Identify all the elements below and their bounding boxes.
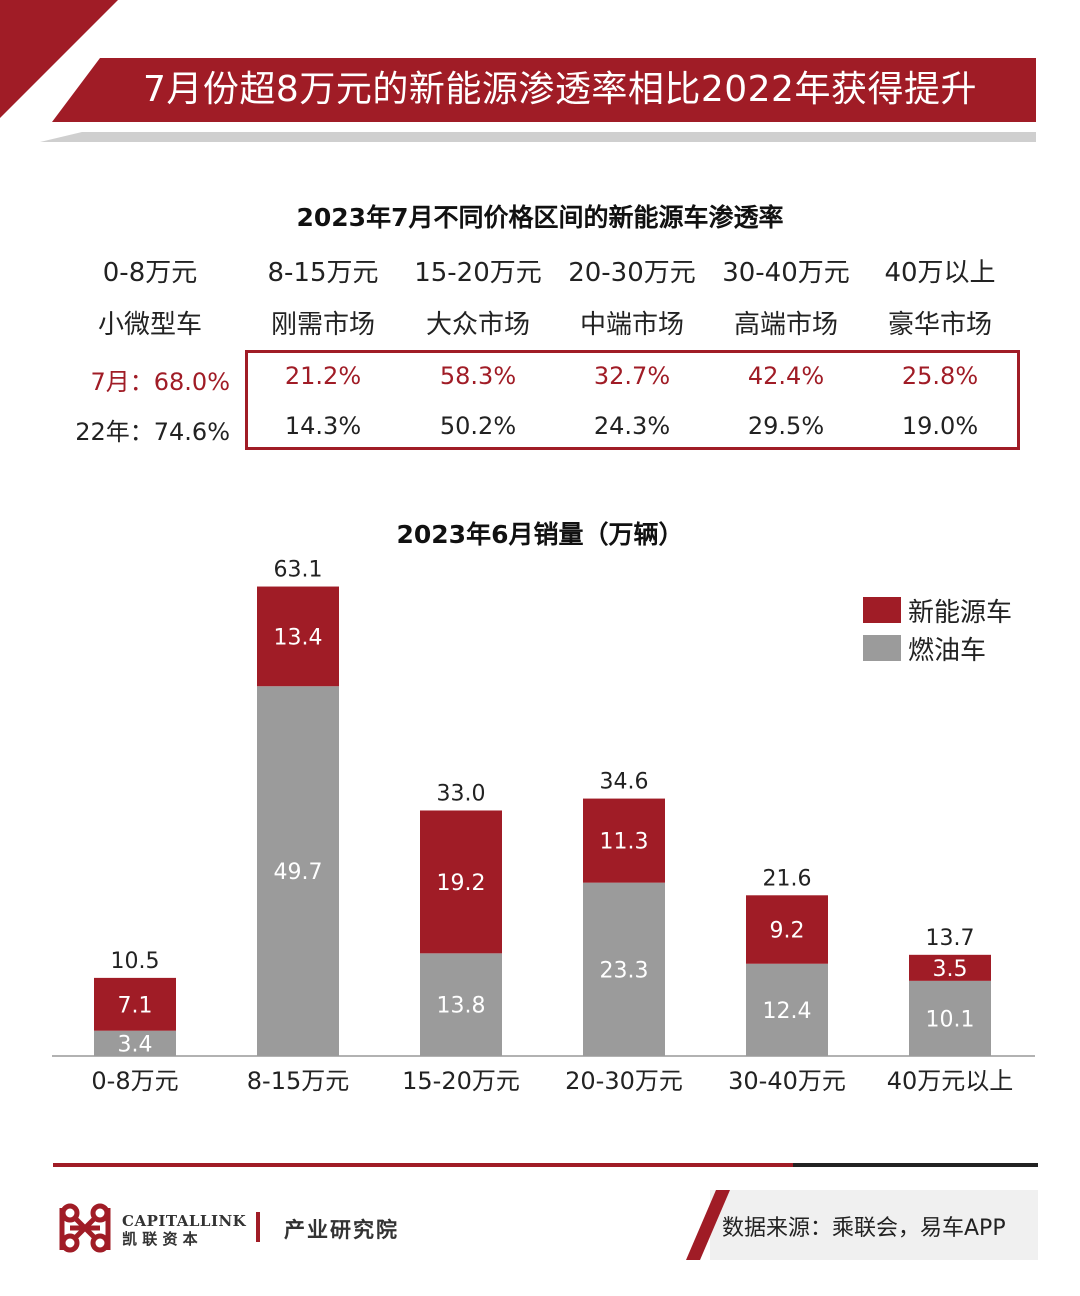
data-label-ice: 12.4 xyxy=(763,999,812,1024)
institute-name: 产业研究院 xyxy=(284,1217,399,1242)
data-label-total: 13.7 xyxy=(926,926,975,951)
header-banner xyxy=(0,0,1036,142)
price-range-header: 15-20万元 xyxy=(414,258,542,288)
bar-ice xyxy=(420,953,502,1056)
bar-nev xyxy=(420,810,502,954)
data-label-nev: 11.3 xyxy=(600,830,649,855)
row-value: 21.2% xyxy=(284,362,362,390)
x-tick-label: 30-40万元 xyxy=(728,1067,846,1095)
footer-decor xyxy=(53,1163,1038,1260)
row-value: 29.5% xyxy=(747,412,825,440)
legend-swatch-nev xyxy=(863,597,901,623)
bar-ice xyxy=(909,980,991,1056)
brand-cn: 凯 联 资 本 xyxy=(122,1230,198,1248)
data-label-ice: 10.1 xyxy=(926,1007,975,1032)
brand-en: CAPITALLINK xyxy=(122,1212,247,1230)
segment-header: 小微型车 xyxy=(97,310,202,340)
bar-ice xyxy=(746,963,828,1056)
row-value: 74.6% xyxy=(153,418,230,446)
row-value: 32.7% xyxy=(593,362,671,390)
data-source: 数据来源：乘联会，易车APP xyxy=(722,1216,1006,1241)
row-value: 14.3% xyxy=(284,412,362,440)
data-label-nev: 13.4 xyxy=(274,625,323,650)
bar-nev xyxy=(257,586,339,687)
row-value: 24.3% xyxy=(593,412,671,440)
legend-label-ice: 燃油车 xyxy=(908,636,987,666)
x-tick-label: 20-30万元 xyxy=(565,1067,683,1095)
x-tick-label: 0-8万元 xyxy=(91,1067,178,1095)
chart-title: 2023年6月销量（万辆） xyxy=(396,520,684,549)
price-range-header: 30-40万元 xyxy=(722,258,850,288)
data-label-total: 34.6 xyxy=(600,770,649,795)
segment-header: 高端市场 xyxy=(733,310,838,340)
data-label-total: 21.6 xyxy=(763,866,812,891)
bar-ice xyxy=(94,1030,176,1056)
price-range-header: 0-8万元 xyxy=(102,258,198,288)
bar-nev xyxy=(746,895,828,964)
data-label-ice: 13.8 xyxy=(437,994,486,1019)
row-label: 7月： xyxy=(90,368,154,396)
sales-chart: 3.4 7.1 10.5 0-8万元 49.7 13.4 63.1 8-15万元 13.8 19.… xyxy=(52,558,1035,1095)
data-label-ice: 23.3 xyxy=(600,958,649,983)
bar-nev xyxy=(909,954,991,981)
segment-header: 中端市场 xyxy=(579,310,684,340)
row-label-and-first-value: 22年：74.6% xyxy=(40,412,230,447)
legend-swatch-ice xyxy=(863,635,901,661)
row-value: 19.0% xyxy=(901,412,979,440)
capitallink-logo-icon xyxy=(59,1203,111,1253)
row-value: 68.0% xyxy=(153,368,230,396)
data-label-total: 10.5 xyxy=(111,949,160,974)
row-value: 58.3% xyxy=(439,362,517,390)
bar-nev xyxy=(94,977,176,1031)
price-range-header: 40万以上 xyxy=(884,258,996,288)
penetration-title: 2023年7月不同价格区间的新能源车渗透率 xyxy=(296,203,784,232)
price-range-header: 20-30万元 xyxy=(568,258,696,288)
data-label-nev: 19.2 xyxy=(437,871,486,896)
data-label-total: 63.1 xyxy=(274,558,323,583)
price-range-header: 8-15万元 xyxy=(267,258,379,288)
x-tick-label: 8-15万元 xyxy=(247,1067,349,1095)
bar-nev xyxy=(583,798,665,883)
page-title: 7月份超8万元的新能源渗透率相比2022年获得提升 xyxy=(143,69,977,110)
data-label-nev: 3.5 xyxy=(933,957,968,982)
row-value: 42.4% xyxy=(747,362,825,390)
highlight-box xyxy=(245,350,1020,450)
segment-header: 豪华市场 xyxy=(887,310,992,340)
legend-label-nev: 新能源车 xyxy=(908,598,1013,628)
bar-ice xyxy=(583,882,665,1056)
row-label-and-first-value: 7月：68.0% xyxy=(40,362,230,397)
x-tick-label: 40万元以上 xyxy=(887,1067,1014,1095)
data-label-nev: 9.2 xyxy=(770,919,805,944)
segment-header: 刚需市场 xyxy=(270,310,375,340)
row-value: 25.8% xyxy=(901,362,979,390)
data-label-nev: 7.1 xyxy=(118,993,153,1018)
row-label: 22年： xyxy=(75,418,154,446)
row-value: 50.2% xyxy=(439,412,517,440)
segment-header: 大众市场 xyxy=(425,310,530,340)
data-label-total: 33.0 xyxy=(437,781,486,806)
x-tick-label: 15-20万元 xyxy=(402,1067,520,1095)
data-label-ice: 3.4 xyxy=(118,1032,153,1057)
data-label-ice: 49.7 xyxy=(274,860,323,885)
bar-ice xyxy=(257,686,339,1056)
